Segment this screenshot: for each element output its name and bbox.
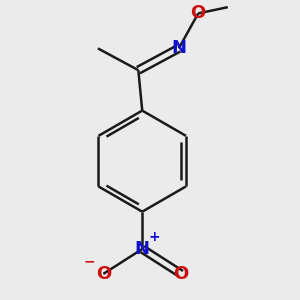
Text: N: N — [135, 240, 150, 258]
Text: +: + — [149, 230, 161, 244]
Text: −: − — [83, 254, 95, 268]
Text: N: N — [171, 39, 186, 57]
Text: O: O — [190, 4, 206, 22]
Text: O: O — [173, 265, 189, 283]
Text: O: O — [96, 265, 111, 283]
